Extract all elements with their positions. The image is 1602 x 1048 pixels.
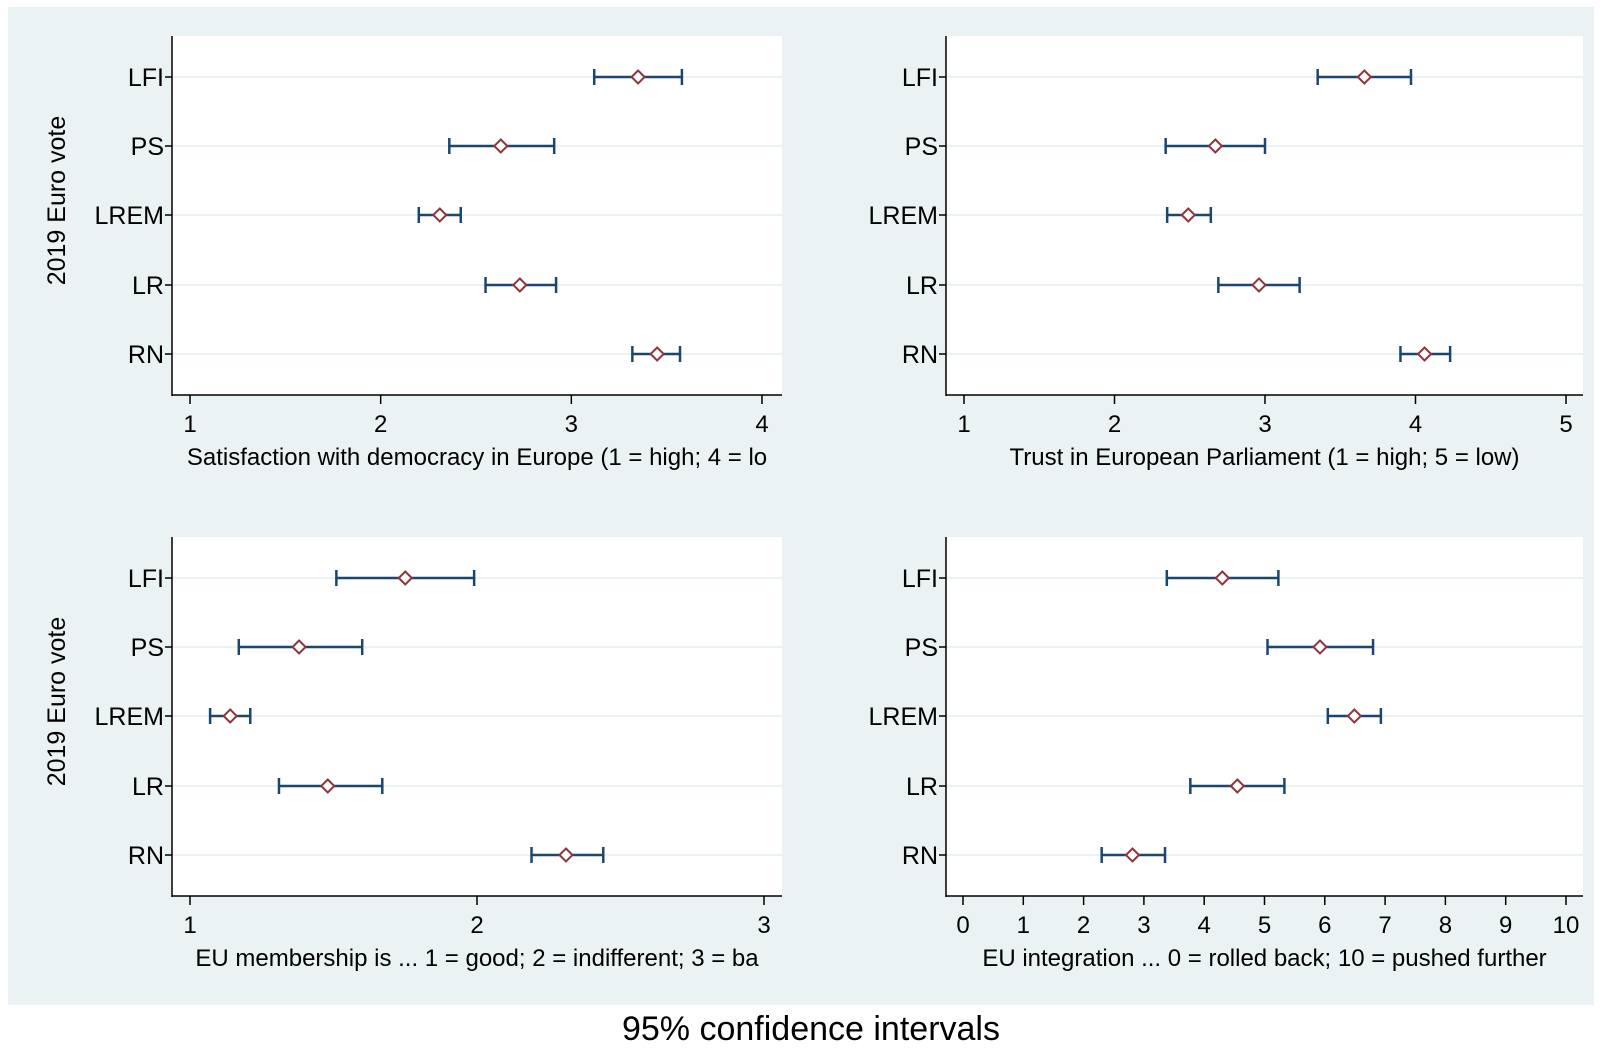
y-axis-label: 2019 Euro vote (43, 617, 71, 787)
ci-rn (530, 847, 605, 863)
point-estimate-lrem (222, 708, 239, 724)
point-estimate-lr (1229, 778, 1246, 794)
point-estimate-ps (1207, 138, 1224, 154)
x-tick-label: 3 (1258, 411, 1271, 438)
point-estimate-lr (1251, 277, 1267, 293)
category-label-lrem: LREM (869, 703, 938, 731)
category-label-lr: LR (906, 272, 938, 300)
ci-lfi (335, 570, 476, 586)
point-estimate-ps (291, 639, 307, 655)
ci-lrem (1326, 708, 1383, 724)
chart-panel-2: LFI PS LREM LR RN 1 2 3 4 5 Trust in European Parl… (869, 36, 1583, 471)
x-tick-label: 2 (374, 411, 387, 438)
x-tick-label: 1 (1017, 912, 1030, 939)
category-label-rn: RN (902, 341, 938, 369)
point-estimate-rn (558, 847, 574, 863)
ci-rn (1100, 847, 1167, 863)
point-estimate-ps (492, 138, 509, 154)
point-estimate-lr (319, 778, 336, 794)
point-estimate-lrem (1180, 207, 1197, 223)
point-estimate-lrem (431, 207, 448, 223)
point-estimate-lfi (1214, 570, 1231, 586)
point-estimate-rn (1124, 847, 1141, 863)
category-label-lfi: LFI (902, 565, 938, 593)
x-tick-label: 3 (757, 912, 770, 939)
x-axis-label: EU integration ... 0 = rolled back; 10 =… (982, 945, 1546, 972)
ci-lr (484, 277, 558, 293)
point-estimate-lfi (630, 69, 646, 85)
category-label-ps: PS (131, 634, 164, 662)
x-tick-label: 2 (1108, 411, 1121, 438)
ci-lfi (1316, 69, 1413, 85)
x-tick-label: 4 (1409, 411, 1422, 438)
ci-lr (1189, 778, 1286, 794)
x-tick-label: 6 (1318, 912, 1331, 939)
category-label-lrem: LREM (95, 703, 164, 731)
ci-ps (448, 138, 556, 154)
x-tick-label: 2 (1077, 912, 1090, 939)
chart-caption: 95% confidence intervals (622, 1010, 1000, 1048)
category-label-rn: RN (902, 842, 938, 870)
chart-panels: LFI PS LREM LR RN 1 2 3 4 Satisfaction with democ… (43, 36, 1583, 972)
x-tick-label: 1 (957, 411, 970, 438)
category-label-ps: PS (905, 133, 938, 161)
ci-rn (1399, 346, 1452, 362)
category-label-rn: RN (128, 842, 164, 870)
x-tick-label: 9 (1499, 912, 1512, 939)
point-estimate-rn (1416, 346, 1433, 362)
category-label-lrem: LREM (95, 202, 164, 230)
point-estimate-lrem (1346, 708, 1363, 724)
point-estimate-lr (511, 277, 528, 293)
x-tick-label: 2 (470, 912, 483, 939)
category-label-lfi: LFI (128, 64, 164, 92)
ci-lrem (208, 708, 252, 724)
x-tick-label: 1 (183, 912, 196, 939)
x-tick-label: 3 (1137, 912, 1150, 939)
x-axis-label: Satisfaction with democracy in Europe (1… (187, 444, 767, 471)
x-tick-label: 4 (755, 411, 768, 438)
x-tick-label: 5 (1559, 411, 1572, 438)
ci-ps (1266, 639, 1375, 655)
chart-panel-3: LFI PS LREM LR RN 1 2 3 EU membership is ... 1 =… (43, 537, 782, 972)
x-tick-label: 5 (1258, 912, 1271, 939)
x-tick-label: 10 (1553, 912, 1580, 939)
ci-lfi (1165, 570, 1280, 586)
ci-lrem (1165, 207, 1213, 223)
ci-lfi (592, 69, 684, 85)
ci-rn (631, 346, 682, 362)
y-axis-label: 2019 Euro vote (43, 116, 71, 286)
category-label-lfi: LFI (902, 64, 938, 92)
x-tick-label: 1 (183, 411, 196, 438)
ci-lr (277, 778, 384, 794)
ci-ps (237, 639, 364, 655)
category-label-lr: LR (132, 272, 164, 300)
category-label-ps: PS (905, 634, 938, 662)
point-estimate-lfi (397, 570, 414, 586)
x-tick-label: 3 (565, 411, 578, 438)
category-label-ps: PS (131, 133, 164, 161)
chart-panel-1: LFI PS LREM LR RN 1 2 3 4 Satisfaction with democ… (43, 36, 782, 471)
ci-lr (1217, 277, 1301, 293)
x-tick-label: 4 (1198, 912, 1211, 939)
x-tick-label: 7 (1378, 912, 1391, 939)
point-estimate-lfi (1356, 69, 1373, 85)
x-tick-label: 0 (956, 912, 969, 939)
category-label-lrem: LREM (869, 202, 938, 230)
category-label-lr: LR (906, 773, 938, 801)
category-label-lfi: LFI (128, 565, 164, 593)
ci-lrem (417, 207, 462, 223)
x-tick-label: 8 (1439, 912, 1452, 939)
x-axis-label: Trust in European Parliament (1 = high; … (1009, 444, 1519, 471)
chart-panel-4: LFI PS LREM LR RN 0 1 2 3 4 5 6 7 8 9 10 EU integration … (869, 537, 1583, 972)
x-axis-label: EU membership is ... 1 = good; 2 = indif… (195, 945, 759, 972)
category-label-rn: RN (128, 341, 164, 369)
category-label-lr: LR (132, 773, 164, 801)
point-estimate-rn (649, 346, 666, 362)
ci-ps (1164, 138, 1267, 154)
point-estimate-ps (1312, 639, 1328, 655)
